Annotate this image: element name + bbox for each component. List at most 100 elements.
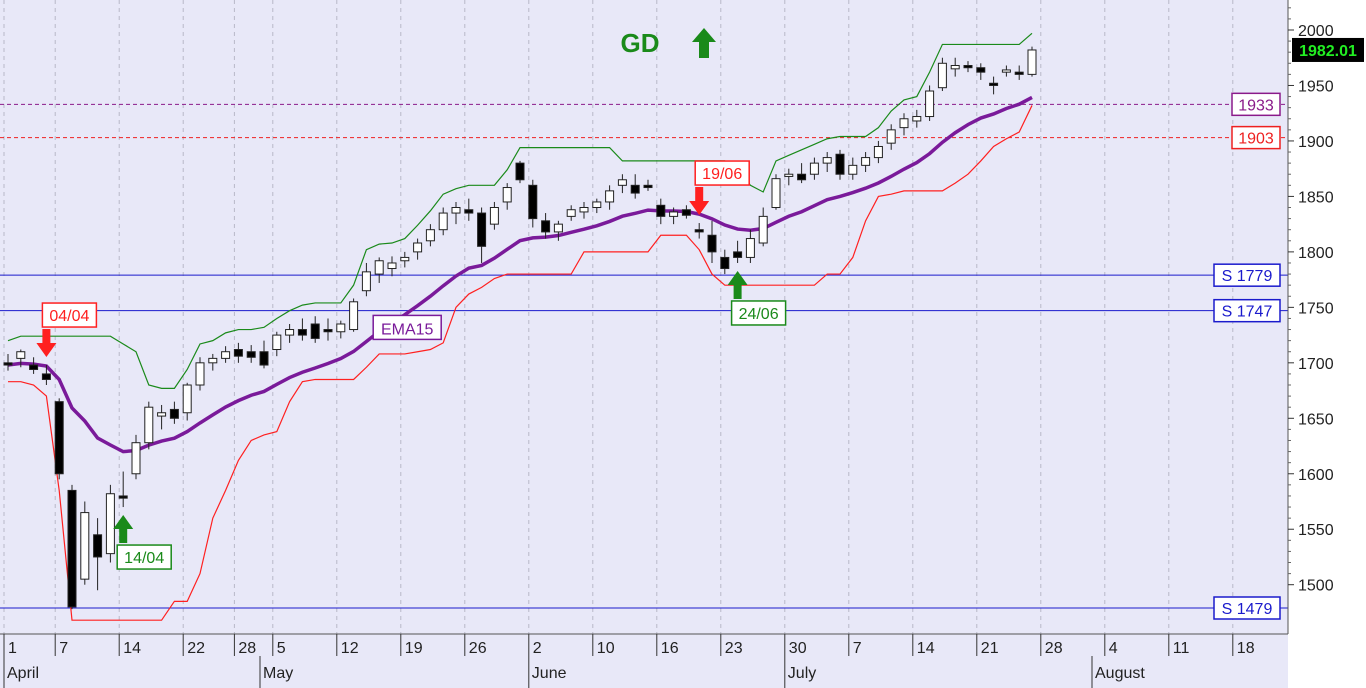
date-tick-label: 18 [1237,640,1255,657]
date-tick-label: 11 [1173,640,1190,657]
date-tick-label: 7 [59,640,68,657]
price-tick-label: 1700 [1298,356,1334,373]
candle-body [67,489,77,608]
date-tick-label: 21 [981,640,999,657]
price-tick-label: 1500 [1298,578,1334,595]
candle-body [797,173,807,181]
candle-body [694,229,704,233]
candle-body [1014,71,1024,75]
level-label-box [1213,596,1281,620]
month-label: July [788,665,816,682]
horizontal-levels: 1933 1903 S 1779 S 1747 S 1479 [0,92,1288,620]
candle-body [246,351,256,358]
candle-body [323,329,333,333]
date-tick-label: 10 [597,640,615,657]
date-tick-label: 30 [789,640,807,657]
candle-body [899,118,909,129]
signal-label-box [116,544,172,570]
down-arrow-icon [689,187,710,216]
signal-label: 14/04 [124,550,164,567]
candle-body [617,179,627,186]
candle-body [425,229,435,242]
candle-body [925,90,935,118]
candle-body [809,162,819,175]
candle-body [438,212,448,231]
candle-body [745,238,755,258]
candle-body [592,201,602,209]
upper-band-line [7,32,1033,389]
price-axis: 1500 1550 1600 1650 1700 1750 1800 1850 1900 1950… [1287,0,1364,634]
candle-body [758,215,768,244]
price-tick-label: 1650 [1298,411,1334,428]
ema-label: EMA15 [381,321,434,338]
lower-band-line [8,105,1033,621]
price-tick-label: 1900 [1298,134,1334,151]
level-label: S 1779 [1222,268,1273,285]
ema-label-box [372,314,442,341]
candle-body [848,164,858,175]
price-tick-label: 1950 [1298,78,1334,95]
ema15-line [7,95,1033,454]
last-price-label: 1982.01 [1299,43,1357,60]
candle-body [157,412,167,417]
candle-body [528,184,538,220]
date-tick-label: 12 [341,640,359,657]
month-label: May [263,665,293,682]
price-tick-label: 1800 [1298,245,1334,262]
level-label-box [1231,125,1281,150]
candle-body [464,209,474,214]
price-tick-label: 1750 [1298,300,1334,317]
candle-body [144,406,154,444]
candle-body [963,65,973,69]
candle-body [361,271,371,292]
candle-body [937,62,947,89]
candle-body [643,184,653,189]
signal-title-text: GD [621,28,660,58]
date-tick-label: 2 [533,640,542,657]
price-tick-label: 1600 [1298,467,1334,484]
price-tick-label: 1850 [1298,189,1334,206]
candle-body [566,209,576,217]
candle-body [502,187,512,203]
candle-body [515,162,525,181]
candle-body [681,209,691,216]
signal-title: GD [621,28,716,58]
candle-body [541,220,551,233]
signal-label: 19/06 [702,166,742,183]
candle-body [656,204,666,217]
candle-body [16,351,26,359]
candle-body [29,364,39,370]
indicator-lines: EMA15 [7,32,1033,621]
candle-body [553,223,563,233]
signal-label-box [694,160,750,186]
date-tick-label: 28 [238,640,256,657]
candle-body [374,260,384,275]
date-tick-label: 7 [853,640,862,657]
price-tick-label: 1550 [1298,522,1334,539]
month-label: August [1095,665,1145,682]
candle-body [477,212,487,247]
candle-body [861,157,871,166]
candle-body [195,362,205,386]
candle-body [733,251,743,258]
plot-background [0,0,1288,634]
candle-body [912,116,922,122]
signal-label-box [730,300,787,326]
candle-body [349,301,359,331]
candle-body [873,145,883,159]
candle-body [579,207,589,213]
grid-lines [3,0,1234,634]
candle-body [1001,69,1011,73]
candle-body [310,323,320,339]
candle-body [272,334,282,351]
level-label: S 1747 [1222,304,1273,321]
candle-body [835,153,845,175]
candle-body [950,65,960,70]
level-label: 1903 [1238,131,1274,148]
price-axis-background [1288,0,1366,634]
signal-label-box [41,302,98,328]
candle-body [707,234,717,253]
candle-body [285,329,295,336]
candle-body [93,534,103,558]
